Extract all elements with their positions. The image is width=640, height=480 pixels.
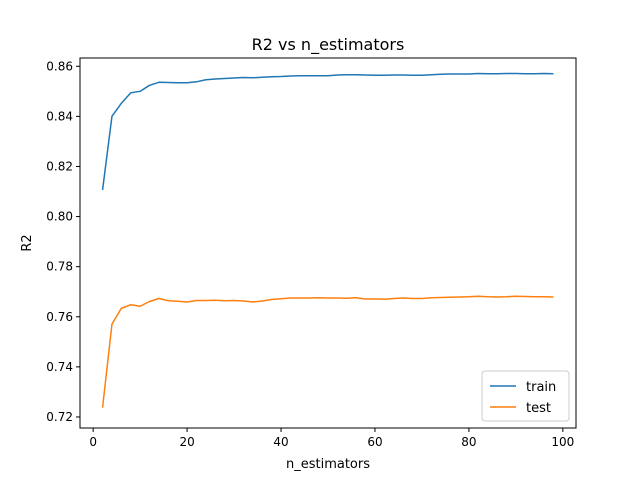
series-layer bbox=[101, 72, 554, 408]
legend-label-train: train bbox=[526, 380, 556, 395]
y-tick-label: 0.78 bbox=[46, 260, 73, 274]
x-tick-label: 20 bbox=[179, 435, 194, 449]
y-tick-label: 0.84 bbox=[46, 109, 73, 123]
x-tick-label: 0 bbox=[89, 435, 97, 449]
y-tick-label: 0.86 bbox=[46, 59, 73, 73]
legend: train test bbox=[481, 370, 570, 422]
legend-box bbox=[481, 370, 570, 422]
plot-area bbox=[79, 57, 577, 429]
y-axis: 0.72 0.74 0.76 0.78 0.80 0.82 0.84 0.86 bbox=[46, 59, 80, 424]
x-tick-label: 100 bbox=[551, 435, 574, 449]
y-tick-label: 0.76 bbox=[46, 310, 73, 324]
y-tick-label: 0.80 bbox=[46, 210, 73, 224]
x-tick-label: 40 bbox=[273, 435, 288, 449]
plot-frame bbox=[79, 57, 577, 429]
y-tick-label: 0.82 bbox=[46, 159, 73, 173]
x-axis: 0 20 40 60 80 100 bbox=[89, 428, 574, 449]
legend-label-test: test bbox=[526, 401, 551, 416]
series-line-test bbox=[101, 295, 554, 408]
y-tick-label: 0.72 bbox=[46, 410, 73, 424]
x-tick-label: 80 bbox=[461, 435, 476, 449]
series-line-train bbox=[101, 72, 554, 191]
x-tick-label: 60 bbox=[367, 435, 382, 449]
x-axis-title: n_estimators bbox=[286, 457, 370, 472]
y-axis-title: R2 bbox=[20, 234, 35, 251]
chart-title: R2 vs n_estimators bbox=[252, 35, 405, 55]
y-tick-label: 0.74 bbox=[46, 360, 73, 374]
